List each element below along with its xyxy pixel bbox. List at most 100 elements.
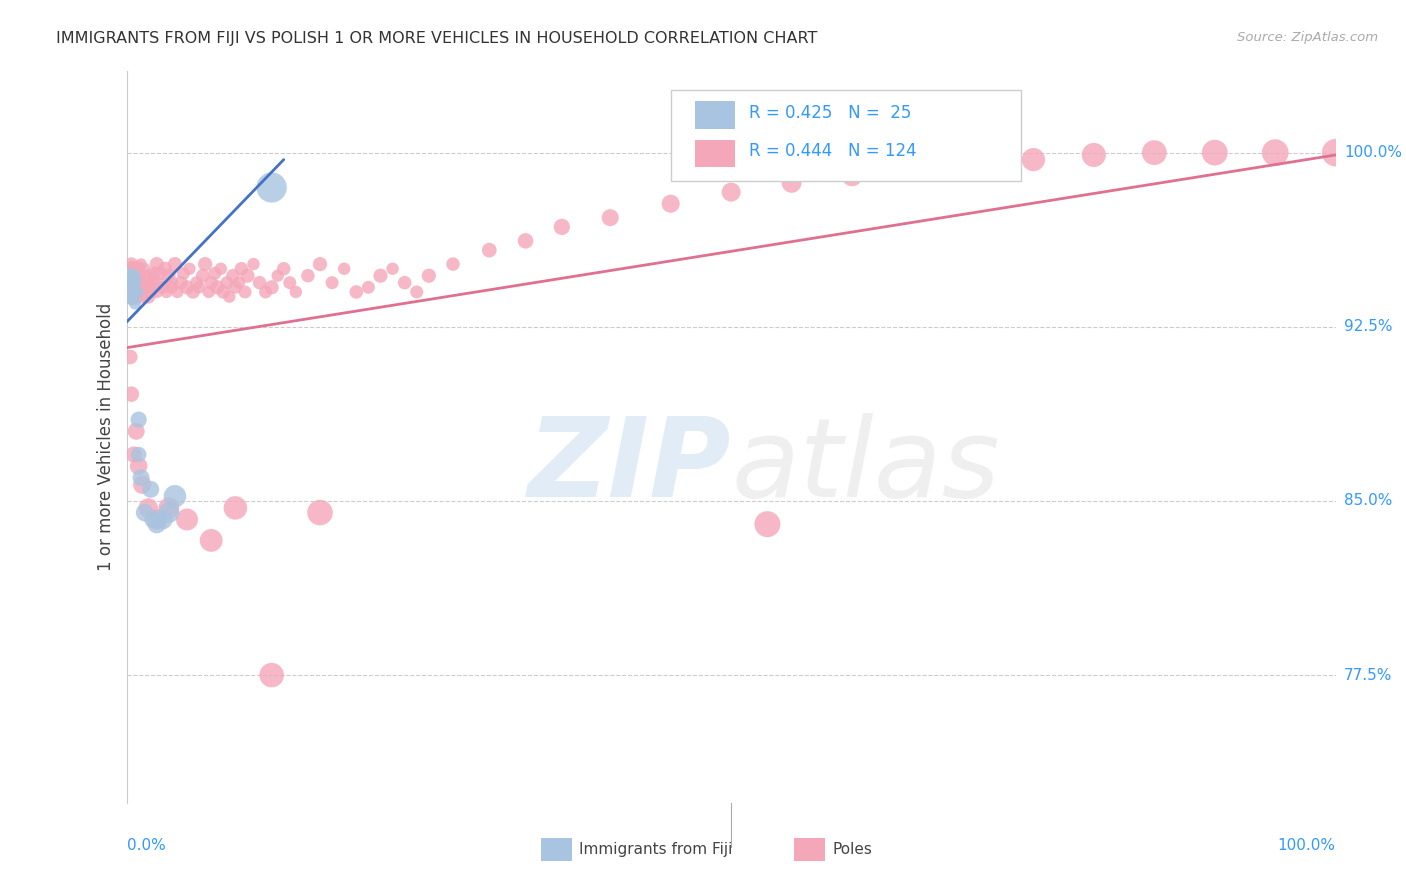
Point <box>120 276 142 290</box>
Point <box>124 296 146 310</box>
Point <box>118 283 141 297</box>
Point <box>134 506 156 520</box>
Point <box>120 271 142 285</box>
Point <box>157 500 180 515</box>
Point <box>122 448 145 462</box>
Point <box>139 280 162 294</box>
Bar <box>695 139 735 168</box>
Bar <box>695 101 735 128</box>
Point <box>117 261 139 276</box>
Point <box>344 285 367 299</box>
Point <box>118 266 141 280</box>
Point <box>515 234 537 248</box>
Point <box>901 161 924 176</box>
Point <box>125 285 148 299</box>
Point <box>1204 145 1226 160</box>
Point <box>780 176 803 190</box>
Text: 0.0%: 0.0% <box>127 838 166 853</box>
Text: R = 0.444   N = 124: R = 0.444 N = 124 <box>749 143 917 161</box>
Point <box>1264 145 1286 160</box>
Point <box>134 261 156 276</box>
Point <box>122 268 145 283</box>
Point <box>405 285 427 299</box>
Point <box>146 257 169 271</box>
Point <box>120 350 142 364</box>
Point <box>418 268 440 283</box>
Point <box>142 512 165 526</box>
Point <box>1022 153 1045 167</box>
Point <box>309 506 332 520</box>
Text: 77.5%: 77.5% <box>1344 667 1392 682</box>
Point <box>162 276 184 290</box>
Point <box>146 512 169 526</box>
Point <box>200 276 222 290</box>
Point <box>121 292 143 306</box>
Point <box>222 268 245 283</box>
Point <box>125 292 148 306</box>
Point <box>125 424 148 438</box>
Point <box>129 257 152 271</box>
Point <box>152 512 174 526</box>
Point <box>163 257 186 271</box>
Point <box>138 268 160 283</box>
Point <box>160 280 183 294</box>
Text: atlas: atlas <box>731 413 1000 520</box>
Point <box>135 285 157 299</box>
Point <box>120 276 142 290</box>
Point <box>117 273 139 287</box>
Point <box>204 266 226 280</box>
Point <box>209 261 232 276</box>
Point <box>215 276 238 290</box>
Point <box>118 268 141 283</box>
Point <box>124 261 146 276</box>
Point <box>155 261 177 276</box>
Point <box>1143 145 1166 160</box>
Point <box>260 280 283 294</box>
Point <box>260 668 283 682</box>
Point <box>128 412 150 426</box>
Point <box>122 280 145 294</box>
Text: Poles: Poles <box>832 842 872 856</box>
Point <box>120 285 142 299</box>
Point <box>186 276 208 290</box>
Text: Source: ZipAtlas.com: Source: ZipAtlas.com <box>1237 31 1378 45</box>
Point <box>273 261 295 276</box>
Point <box>120 271 142 285</box>
Point <box>122 283 145 297</box>
Point <box>155 285 177 299</box>
Point <box>224 280 246 294</box>
Point <box>233 285 256 299</box>
Point <box>128 268 150 283</box>
Y-axis label: 1 or more Vehicles in Household: 1 or more Vehicles in Household <box>97 303 115 571</box>
Point <box>176 512 198 526</box>
Point <box>136 276 159 290</box>
Point <box>120 292 142 306</box>
Point <box>118 280 141 294</box>
Point <box>333 261 356 276</box>
Point <box>236 268 259 283</box>
Point <box>841 169 863 183</box>
Point <box>188 280 211 294</box>
Text: 100.0%: 100.0% <box>1344 145 1402 161</box>
Point <box>131 290 153 304</box>
Point <box>962 157 984 171</box>
Point <box>191 268 214 283</box>
Point <box>441 257 464 271</box>
Text: Immigrants from Fiji: Immigrants from Fiji <box>579 842 733 856</box>
Point <box>381 261 404 276</box>
Point <box>218 290 240 304</box>
Point <box>143 266 166 280</box>
Point <box>176 280 198 294</box>
Text: R = 0.425   N =  25: R = 0.425 N = 25 <box>749 103 911 121</box>
Point <box>370 268 392 283</box>
Point <box>124 287 146 301</box>
Point <box>127 283 149 297</box>
Point <box>149 266 172 280</box>
Point <box>284 285 307 299</box>
Point <box>205 280 228 294</box>
Point <box>172 266 194 280</box>
Point <box>120 261 142 276</box>
Point <box>278 276 301 290</box>
Point <box>127 268 149 283</box>
Point <box>267 268 290 283</box>
